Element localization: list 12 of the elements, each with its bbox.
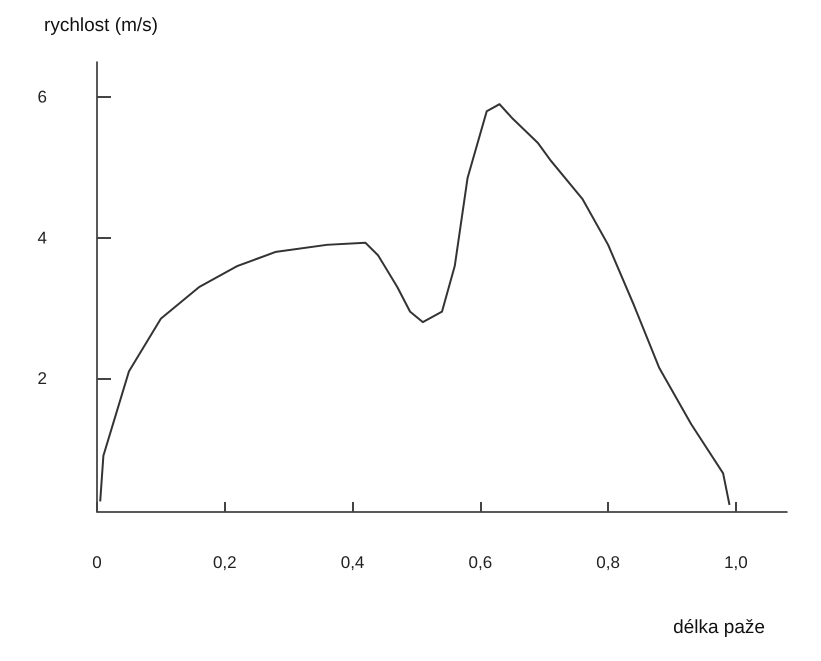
y-tick-label: 2 — [38, 368, 47, 388]
line-series — [99, 103, 730, 506]
x-tick-label: 1,0 — [724, 553, 748, 572]
x-tick-label: 0,2 — [212, 553, 237, 572]
y-tick-label: 4 — [38, 228, 47, 248]
y-axis-title: rychlost (m/s) — [44, 15, 158, 36]
x-tick-label: 0,8 — [596, 553, 620, 572]
x-tick-label: 0,6 — [468, 553, 492, 572]
x-tick-label: 0,4 — [340, 553, 364, 572]
x-axis-title: délka paže — [673, 617, 766, 638]
y-tick-label: 6 — [38, 88, 47, 107]
x-tick-label: 0 — [92, 553, 102, 572]
